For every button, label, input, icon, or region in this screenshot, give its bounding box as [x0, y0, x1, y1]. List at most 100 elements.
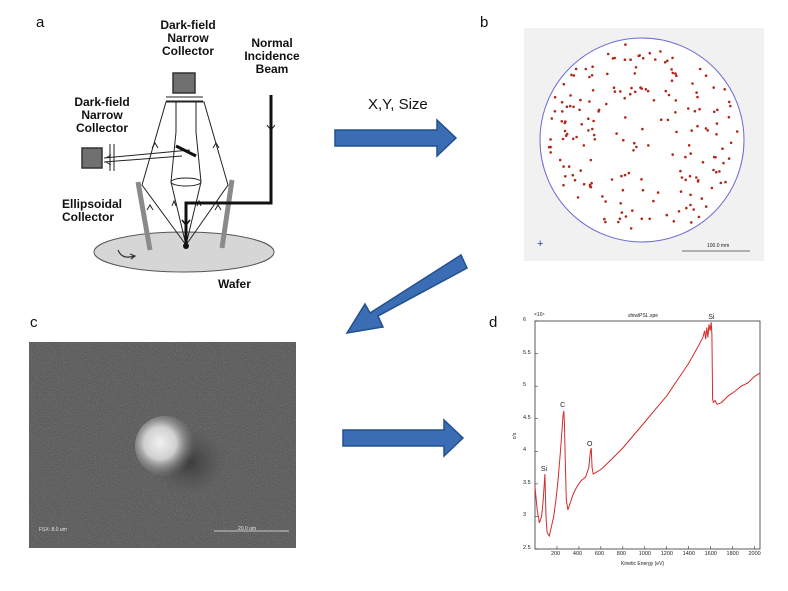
defect-dot	[591, 89, 595, 92]
defect-dot	[644, 88, 648, 91]
wafer-outline	[539, 37, 745, 243]
defect-dot	[696, 124, 699, 128]
defect-dot	[641, 127, 644, 131]
defect-dot	[571, 173, 575, 177]
ellipsoidal-wall-left	[135, 181, 153, 251]
defect-map: + 100.0 mm	[524, 28, 764, 261]
defect-dot	[605, 102, 608, 106]
defect-dot	[613, 90, 617, 93]
mirror	[175, 144, 197, 158]
defect-dot	[628, 92, 632, 96]
top-collector-label: Dark-field Narrow Collector	[160, 18, 216, 58]
defect-dot	[635, 145, 638, 149]
particle	[135, 416, 195, 476]
defect-dot	[691, 82, 694, 85]
defect-dot	[674, 99, 678, 102]
defect-dot	[576, 196, 580, 199]
defect-dot	[553, 95, 557, 99]
defect-dot	[563, 121, 567, 125]
defect-dot	[735, 130, 739, 133]
defect-dot	[553, 110, 557, 113]
x-tick-label: 1000	[638, 551, 651, 557]
beam-label: Normal Incidence Beam	[244, 36, 300, 76]
defect-dot	[624, 215, 628, 218]
defect-dot	[560, 120, 564, 123]
defect-dot	[646, 89, 650, 93]
defect-dot	[718, 170, 721, 173]
defect-dot	[695, 176, 698, 179]
defect-dot	[704, 205, 708, 208]
plot-frame	[534, 320, 761, 550]
defect-dot	[570, 73, 573, 77]
defect-dot	[687, 107, 690, 110]
defect-dot	[606, 52, 610, 56]
defect-dot	[696, 180, 700, 183]
defect-dot	[679, 169, 682, 173]
x-tick-label: 200	[550, 551, 561, 557]
x-tick-label: 600	[594, 551, 605, 557]
defect-dot	[558, 158, 562, 162]
arrow-a-to-b	[334, 118, 458, 158]
defect-dot	[710, 186, 714, 190]
peak-label: C	[560, 402, 566, 410]
defect-dot	[724, 180, 727, 184]
defect-dot	[654, 58, 657, 61]
defect-dot	[689, 152, 692, 155]
defect-dot	[692, 208, 695, 211]
defect-dot	[612, 86, 616, 89]
defect-dot	[569, 94, 572, 97]
panel-letter-a: a	[36, 14, 45, 31]
defect-dot	[715, 133, 718, 136]
defect-dot	[623, 173, 627, 177]
defect-dot	[640, 178, 643, 181]
defect-dot	[677, 210, 681, 213]
defect-dot	[670, 68, 673, 71]
defect-dot	[647, 144, 650, 147]
defect-dot	[578, 108, 581, 112]
x-tick-label: 1800	[726, 551, 739, 557]
map-scale-label: 100.0 mm	[707, 243, 730, 249]
y-exponent: ×10⁴	[534, 312, 545, 318]
defect-dot	[620, 174, 623, 178]
defect-dot	[633, 141, 636, 145]
defect-dot	[652, 199, 655, 203]
defect-dot	[604, 200, 607, 203]
defect-dot	[706, 129, 709, 132]
defect-dot	[697, 215, 701, 219]
wafer-disk	[93, 231, 275, 273]
spectrum-line	[534, 322, 761, 538]
defect-dot	[664, 89, 668, 93]
defect-dot	[561, 137, 565, 141]
peak-label: Si	[708, 314, 715, 322]
sem-scale-label: 20.0 um	[238, 526, 257, 532]
defect-dot	[550, 117, 554, 120]
defect-dot	[623, 96, 626, 100]
defect-dot	[582, 144, 586, 147]
defect-dot	[674, 72, 677, 75]
defect-dot	[690, 129, 693, 132]
defect-dot	[687, 144, 691, 147]
scatter-ray-outer	[141, 101, 229, 246]
defect-dot	[615, 132, 618, 135]
origin-marker: +	[537, 238, 543, 250]
defect-dot	[561, 110, 564, 113]
defect-dot	[698, 67, 702, 71]
defect-dot	[579, 169, 582, 172]
spectrum-title: shiwiPSL.spe	[628, 313, 659, 319]
lens	[170, 177, 202, 187]
defect-dot	[606, 72, 609, 76]
defect-dot	[593, 138, 597, 141]
defect-dot	[671, 153, 674, 156]
defect-dot	[641, 56, 645, 60]
defect-dot	[727, 115, 731, 119]
defect-dot	[641, 188, 645, 192]
defect-dot	[618, 217, 622, 221]
defect-dot	[591, 127, 594, 131]
panel-letter-b: b	[480, 14, 489, 31]
defect-dot	[639, 86, 642, 89]
defect-dot	[587, 117, 590, 120]
x-tick-label: 400	[572, 551, 583, 557]
